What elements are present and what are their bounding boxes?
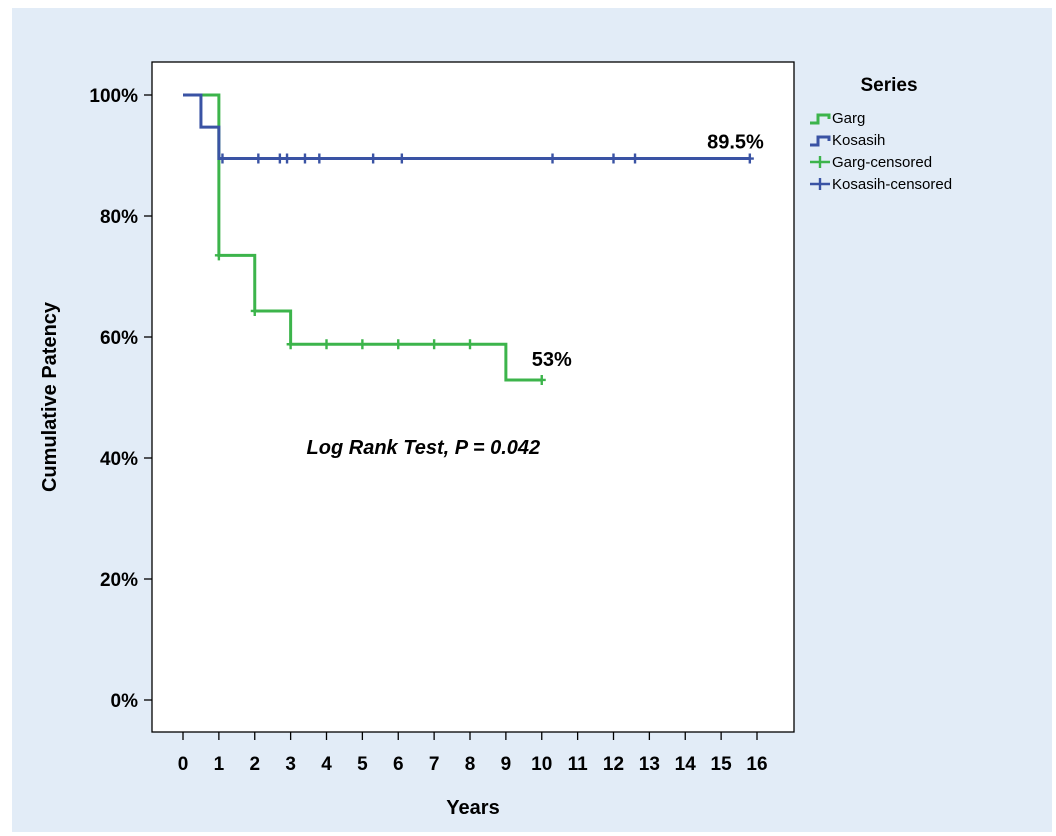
y-tick-label: 20% [100, 570, 138, 591]
x-tick-label: 10 [531, 754, 552, 775]
y-tick-label: 100% [89, 86, 138, 107]
legend-label: Garg [832, 110, 865, 127]
x-tick-label: 14 [675, 754, 697, 775]
legend-label: Kosasih-censored [832, 176, 952, 193]
censor-mark-kosasih [745, 153, 754, 164]
legend-entry: Garg-censored [810, 154, 932, 171]
censor-mark-garg [394, 339, 403, 350]
censor-mark-kosasih [609, 153, 618, 164]
legend-label: Kosasih [832, 132, 885, 149]
censor-mark-garg [358, 339, 367, 350]
legend-swatch-step [810, 113, 831, 125]
series-line-garg [183, 93, 542, 382]
annotation-garg-end: 53% [532, 349, 572, 371]
x-tick-label: 3 [285, 754, 296, 775]
censor-mark-garg [286, 339, 295, 350]
censor-mark-kosasih [631, 153, 640, 164]
censor-mark-kosasih [218, 153, 227, 164]
censor-mark-kosasih [254, 153, 263, 164]
censor-marks [214, 153, 754, 385]
legend-label: Garg-censored [832, 154, 932, 171]
x-tick-label: 1 [214, 754, 225, 775]
x-tick-label: 2 [249, 754, 260, 775]
x-tick-label: 5 [357, 754, 368, 775]
legend-entry: Kosasih-censored [810, 176, 952, 193]
censor-mark-kosasih [275, 153, 284, 164]
censor-mark-garg [430, 339, 439, 350]
y-axis: 0% 20% 40% 60% 80% 100% [89, 86, 152, 712]
censor-mark-kosasih [315, 153, 324, 164]
x-axis: 0 1 2 3 4 5 6 7 8 9 10 11 12 13 14 15 16 [178, 732, 768, 775]
x-tick-label: 9 [501, 754, 512, 775]
y-tick-label: 0% [111, 691, 139, 712]
censor-mark-garg [250, 305, 259, 316]
censor-mark-garg [322, 339, 331, 350]
censor-mark-garg [537, 374, 546, 385]
x-tick-label: 4 [321, 754, 332, 775]
censor-mark-kosasih [397, 153, 406, 164]
legend-swatch-censor [810, 178, 830, 190]
x-tick-label: 6 [393, 754, 404, 775]
x-tick-label: 13 [639, 754, 660, 775]
y-tick-label: 60% [100, 328, 138, 349]
plot-area [151, 61, 795, 733]
legend-entry: Garg [810, 110, 865, 127]
legend-entry: Kosasih [810, 132, 885, 149]
censor-mark-kosasih [548, 153, 557, 164]
x-tick-label: 16 [746, 754, 767, 775]
legend-title: Series [860, 75, 917, 96]
x-tick-label: 8 [465, 754, 476, 775]
annotation-log-rank: Log Rank Test, P = 0.042 [307, 437, 541, 459]
censor-mark-kosasih [300, 153, 309, 164]
y-axis-title: Cumulative Patency [39, 301, 61, 492]
censor-mark-kosasih [369, 153, 378, 164]
x-axis-title: Years [446, 797, 499, 819]
legend: Series Garg Kosasih Garg-censored Kosasih-c… [810, 75, 952, 193]
x-tick-label: 7 [429, 754, 440, 775]
x-tick-label: 11 [568, 754, 589, 775]
censor-mark-garg [214, 250, 223, 261]
x-tick-label: 12 [603, 754, 624, 775]
censor-mark-garg [466, 339, 474, 350]
legend-swatch-censor [810, 156, 830, 168]
y-tick-label: 80% [100, 207, 138, 228]
censor-mark-kosasih [283, 153, 292, 164]
y-tick-label: 40% [100, 449, 138, 470]
annotation-kosasih-end: 89.5% [707, 132, 764, 154]
x-tick-label: 0 [178, 754, 189, 775]
x-tick-label: 15 [711, 754, 733, 775]
legend-swatch-step [810, 135, 831, 147]
